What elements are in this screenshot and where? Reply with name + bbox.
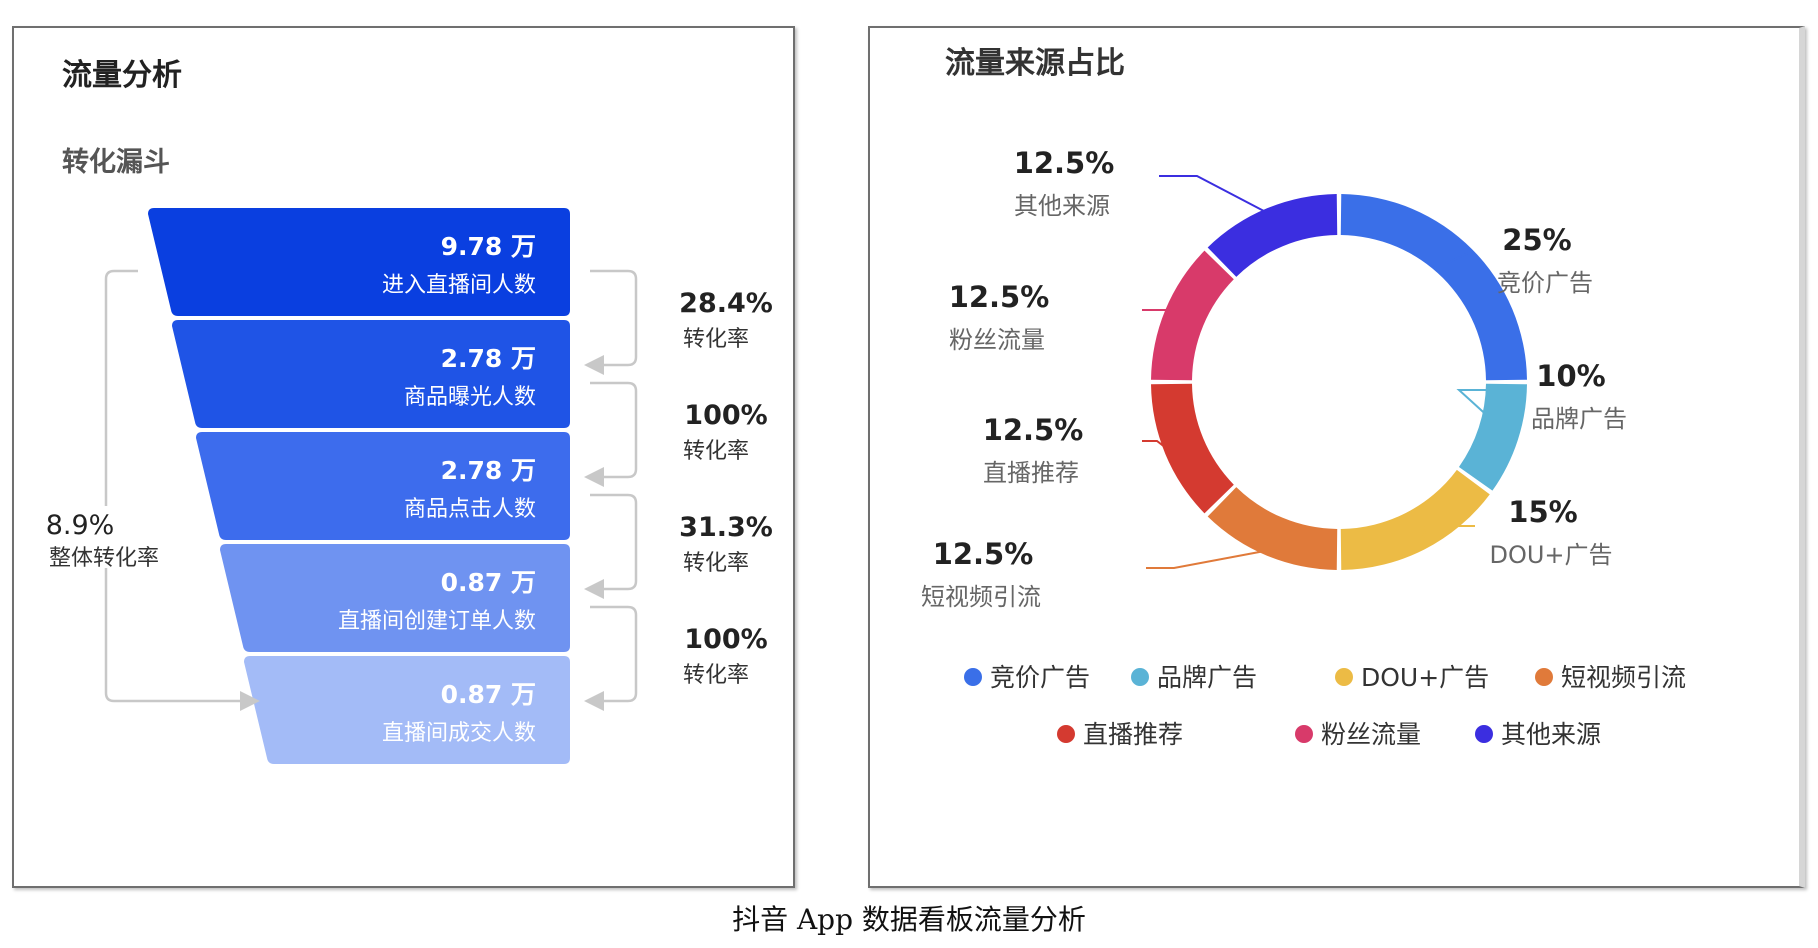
leader-line xyxy=(1146,549,1270,569)
funnel-stage-label: 直播间创建订单人数 xyxy=(338,609,536,634)
slice-label: 直播推荐 xyxy=(983,459,1079,487)
legend-marker xyxy=(1535,668,1553,686)
panel-title: 流量来源占比 xyxy=(945,46,1125,81)
leader-line xyxy=(1442,252,1469,266)
slice-label: 短视频引流 xyxy=(921,583,1041,611)
slice-percent: 12.5% xyxy=(1014,146,1115,180)
step-rate-value: 31.3% xyxy=(679,512,773,543)
funnel-stage-3 xyxy=(196,432,570,540)
donut-slice xyxy=(1151,250,1234,381)
slice-label: 粉丝流量 xyxy=(949,326,1045,354)
conversion-connector xyxy=(584,605,638,711)
step-rate-value: 28.4% xyxy=(679,288,773,319)
legend-marker xyxy=(1295,725,1313,743)
funnel-stage-value: 0.87 万 xyxy=(441,568,536,597)
slice-percent: 12.5% xyxy=(949,280,1050,314)
step-rate-value: 100% xyxy=(684,400,767,431)
slice-percent: 12.5% xyxy=(983,413,1084,447)
funnel-panel: 流量分析 转化漏斗 9.78 万进入直播间人数 2.78 万商品曝光人数 2.78 … xyxy=(12,26,795,888)
donut-slice xyxy=(1340,469,1490,570)
legend-marker xyxy=(1475,725,1493,743)
legend-marker xyxy=(1131,668,1149,686)
donut-chart: 25% 竞价广告 10% 品牌广告 15% DOU+广告 12.5% 短视频引流 12.5% 直播… xyxy=(921,146,1686,749)
funnel-stage-label: 直播间成交人数 xyxy=(382,721,536,746)
step-rate-value: 100% xyxy=(684,624,767,655)
step-rate-label: 转化率 xyxy=(683,439,749,464)
legend-label: 竞价广告 xyxy=(990,663,1090,692)
funnel-stage-value: 2.78 万 xyxy=(441,344,536,373)
funnel-stage-2 xyxy=(172,320,570,428)
legend-label: 短视频引流 xyxy=(1561,663,1686,692)
funnel-stage-value: 2.78 万 xyxy=(441,456,536,485)
slice-label: DOU+广告 xyxy=(1489,541,1612,569)
slice-percent: 12.5% xyxy=(933,537,1034,571)
figure-caption: 抖音 App 数据看板流量分析 xyxy=(732,903,1086,936)
funnel-stage-value: 0.87 万 xyxy=(441,680,536,709)
legend-label: 粉丝流量 xyxy=(1321,720,1421,749)
panel-title: 流量分析 xyxy=(62,58,182,93)
funnel-stage-label: 进入直播间人数 xyxy=(382,273,536,298)
funnel-stage-1 xyxy=(148,208,570,316)
donut-slice xyxy=(1151,383,1234,514)
funnel-subtitle: 转化漏斗 xyxy=(62,147,170,178)
legend-label: 品牌广告 xyxy=(1157,663,1257,692)
donut-slice xyxy=(1207,487,1338,570)
legend-label: 其他来源 xyxy=(1501,720,1601,749)
funnel-stage-label: 商品曝光人数 xyxy=(404,385,536,410)
donut-slice xyxy=(1207,194,1338,277)
funnel-stage-4 xyxy=(220,544,570,652)
slice-percent: 25% xyxy=(1502,223,1571,257)
slice-percent: 15% xyxy=(1508,495,1577,529)
funnel-stage-label: 商品点击人数 xyxy=(404,497,536,522)
overall-rate-label: 整体转化率 xyxy=(49,546,159,571)
conversion-connector xyxy=(584,493,638,599)
step-rate-label: 转化率 xyxy=(683,663,749,688)
funnel-stage-5 xyxy=(244,656,570,764)
slice-label: 竞价广告 xyxy=(1497,269,1593,297)
donut-slice xyxy=(1340,194,1527,381)
leader-line xyxy=(1456,389,1513,439)
conversion-connector xyxy=(584,269,638,375)
leader-line xyxy=(1142,309,1172,314)
step-rate-label: 转化率 xyxy=(683,551,749,576)
overall-connector xyxy=(104,269,260,711)
legend-marker xyxy=(1057,725,1075,743)
step-rate-label: 转化率 xyxy=(683,327,749,352)
overall-rate-bg xyxy=(42,506,176,568)
legend-marker xyxy=(964,668,982,686)
legend-label: 直播推荐 xyxy=(1083,720,1183,749)
funnel-stage-value: 9.78 万 xyxy=(441,232,536,261)
slice-label: 其他来源 xyxy=(1014,192,1110,220)
slice-label: 品牌广告 xyxy=(1531,405,1627,433)
leader-line xyxy=(1420,525,1475,545)
traffic-source-panel: 流量来源占比 25% 竞价广告 10% 品牌广告 15% DOU+广告 12.5% 短视频引流… xyxy=(868,26,1805,888)
slice-percent: 10% xyxy=(1536,359,1605,393)
legend-label: DOU+广告 xyxy=(1361,663,1489,692)
leader-line xyxy=(1159,175,1270,215)
conversion-connector xyxy=(584,381,638,487)
legend-marker xyxy=(1335,668,1353,686)
leader-line xyxy=(1142,440,1172,453)
donut-slice xyxy=(1458,383,1527,491)
overall-rate-value: 8.9% xyxy=(46,510,115,541)
